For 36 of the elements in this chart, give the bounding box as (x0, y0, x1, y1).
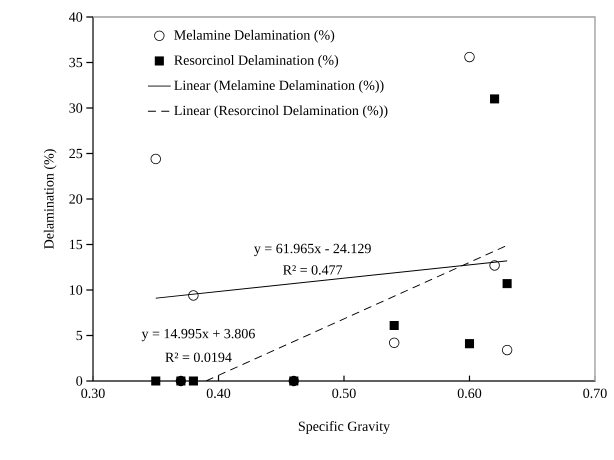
point (502, 344, 512, 356)
x-tick-label: 0.70 (583, 388, 607, 398)
x-tick-label: 0.60 (458, 388, 482, 398)
y-tick-label: 15 (70, 240, 82, 250)
point (390, 320, 399, 330)
y-tick-label: 0 (76, 376, 82, 386)
annotation: y = 14.995x + 3.806 (142, 328, 255, 342)
x-tick-label: 0.30 (81, 388, 105, 398)
annotation: y = 61.965x - 24.129 (254, 244, 371, 256)
x-tick-label: 0.40 (206, 388, 230, 398)
x-axis-title: Specific Gravity (298, 421, 390, 434)
y-tick-label: 5 (76, 330, 82, 340)
annotation: R² = 0.0194 (165, 352, 232, 362)
point (389, 338, 400, 348)
point (188, 290, 199, 301)
y-tick-label: 25 (69, 148, 82, 158)
point (489, 260, 500, 271)
point (150, 154, 161, 164)
y-tick-label: 35 (69, 58, 82, 68)
point (502, 279, 512, 288)
point (490, 94, 500, 104)
y-axis-title: Delamination (%) (44, 149, 56, 249)
point (464, 52, 475, 62)
x-tick-label: 0.50 (332, 388, 356, 398)
annotation: R² = 0.477 (283, 265, 342, 275)
legend-label: Melamine Delamination (%) (174, 30, 334, 43)
legend-label: Linear (Melamine Delamination (%)) (174, 80, 384, 93)
y-tick-label: 10 (70, 285, 82, 295)
y-tick-label: 30 (69, 103, 82, 113)
y-tick-label: 40 (69, 12, 82, 22)
legend-label: Linear (Resorcinol Delamination (%)) (174, 105, 388, 118)
point (188, 376, 198, 386)
point (151, 376, 160, 386)
point (464, 339, 474, 348)
legend-label: Resorcinol Delamination (%) (174, 55, 338, 68)
y-tick-label: 20 (69, 194, 82, 204)
